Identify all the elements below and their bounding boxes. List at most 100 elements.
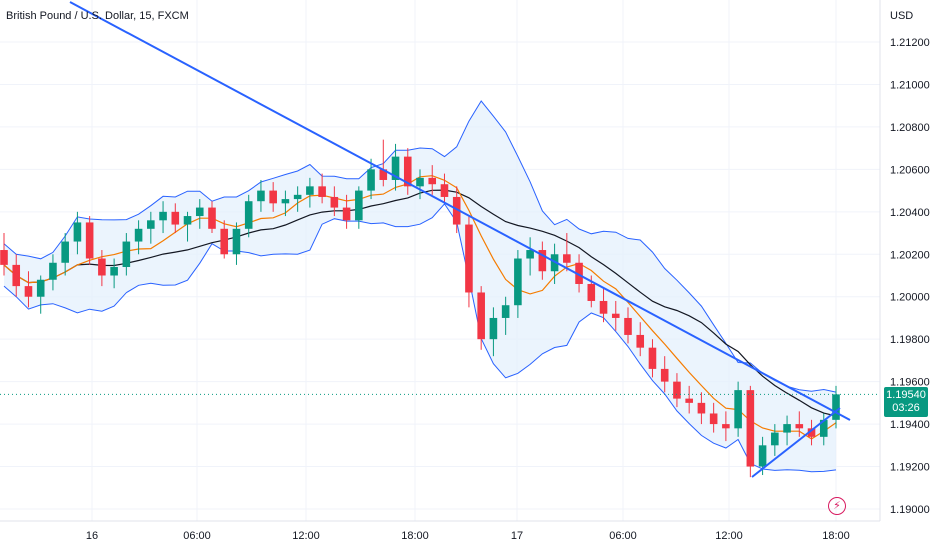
candle[interactable] [673,373,681,408]
time-tick-label: 18:00 [822,530,850,542]
candle[interactable] [636,322,645,357]
candle[interactable] [110,258,118,289]
candle[interactable] [98,250,106,287]
candle-body [134,228,143,242]
bollinger-upper-band [3,100,837,393]
candle[interactable] [134,220,143,255]
candle[interactable] [575,254,583,293]
candle[interactable] [85,216,94,265]
price-tick-label: 1.20000 [890,292,930,304]
candle-body [12,264,21,287]
candle[interactable] [734,381,742,437]
candle[interactable] [73,211,82,255]
candle[interactable] [0,233,8,276]
candle[interactable] [771,424,779,456]
candle-body [73,222,82,242]
candle[interactable] [465,216,473,308]
time-tick-label: 06:00 [609,530,637,542]
down-trendline[interactable] [69,1,851,421]
candle[interactable] [257,179,265,212]
candle[interactable] [355,186,363,229]
bollinger-lower-band [3,203,837,473]
candle[interactable] [685,385,693,414]
candle[interactable] [147,211,155,244]
candle[interactable] [722,411,730,442]
candle[interactable] [232,222,241,265]
candle[interactable] [61,233,69,276]
candle[interactable] [244,194,253,238]
candle[interactable] [281,190,290,217]
candle-body [465,224,473,293]
price-axis[interactable]: 1.21200 1.21000 1.20800 1.20600 1.20400 1.202… [890,37,930,516]
last-price-value: 1.19540 [886,389,926,401]
price-tick-label: 1.20200 [890,249,930,261]
candle[interactable] [416,169,424,200]
candle-body [636,334,645,348]
candle[interactable] [514,250,522,318]
candle-body [171,211,180,225]
candle[interactable] [367,158,375,200]
candle-body [61,241,69,263]
candle[interactable] [306,177,314,208]
up-trendline[interactable] [751,407,841,478]
candle[interactable] [208,201,216,234]
candle[interactable] [648,339,657,378]
candle-body [477,292,485,340]
candle[interactable] [318,173,326,204]
candle[interactable] [746,385,755,478]
candle[interactable] [599,288,608,323]
candle[interactable] [819,413,828,446]
candle[interactable] [49,254,57,291]
candle[interactable] [195,199,204,229]
candle[interactable] [624,307,632,344]
candle-body [342,207,351,221]
candle[interactable] [440,173,449,204]
candle[interactable] [122,233,131,276]
candle[interactable] [611,300,620,331]
candle[interactable] [12,254,21,297]
candle-body [538,250,547,272]
candle[interactable] [660,356,669,393]
candle[interactable] [391,143,400,191]
candle[interactable] [526,237,534,276]
time-tick-label: 12:00 [292,530,320,542]
candle[interactable] [24,271,33,308]
time-axis[interactable]: 16 06:00 12:00 18:00 17 06:00 12:00 18:00 [86,530,850,542]
candle[interactable] [403,148,412,195]
candle-body [563,254,571,263]
candle-body [391,156,400,180]
candle[interactable] [36,275,45,314]
candle[interactable] [330,186,339,217]
candle[interactable] [293,186,302,212]
candle-body [36,279,45,297]
candle[interactable] [477,286,485,350]
candle[interactable] [709,402,718,433]
lightning-icon[interactable]: ⚡ [828,497,846,515]
candle-body [293,194,302,200]
candle[interactable] [171,203,180,234]
candle[interactable] [342,194,351,229]
candle-body [49,262,57,280]
candle-body [501,305,510,318]
bar-countdown: 03:26 [892,402,920,414]
candle[interactable] [489,307,498,357]
candle-body [660,368,669,382]
candle-body [416,177,424,187]
candle[interactable] [269,182,277,212]
candle[interactable] [183,211,192,242]
candle[interactable] [832,385,840,429]
time-tick-label: 17 [511,530,523,542]
price-tick-label: 1.21200 [890,37,930,49]
candle[interactable] [428,165,437,195]
candle[interactable] [697,392,706,425]
candle[interactable] [379,139,388,187]
candle[interactable] [783,415,791,446]
candle[interactable] [159,201,167,234]
candle[interactable] [807,419,816,446]
candle[interactable] [220,220,229,259]
candle[interactable] [501,296,510,335]
candle[interactable] [563,233,571,272]
candle[interactable] [538,241,547,280]
candle[interactable] [795,411,804,437]
